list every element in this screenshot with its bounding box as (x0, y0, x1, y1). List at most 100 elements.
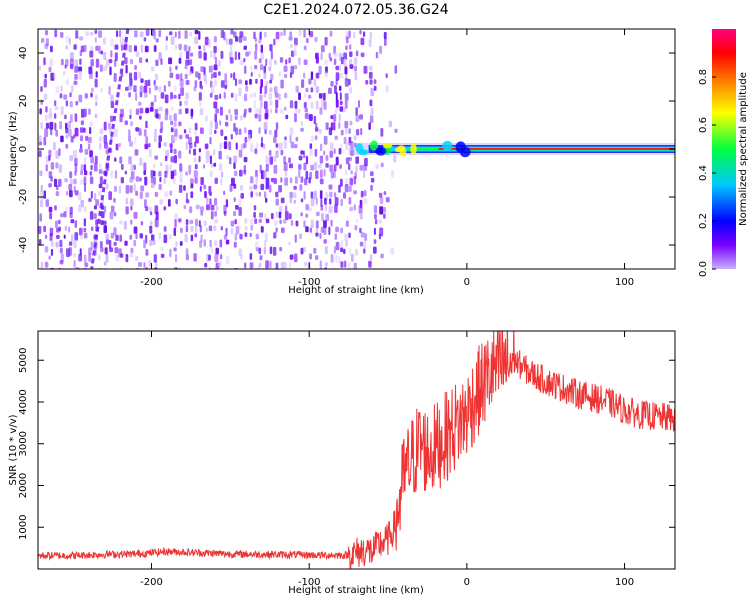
noise-speckle (294, 113, 297, 123)
noise-speckle (355, 218, 359, 223)
noise-speckle (339, 100, 343, 106)
noise-speckle (250, 176, 254, 184)
noise-speckle (159, 128, 163, 134)
noise-speckle (199, 225, 202, 233)
noise-speckle (193, 170, 198, 178)
noise-speckle (173, 136, 178, 141)
noise-speckle (233, 31, 237, 38)
noise-speckle (263, 93, 267, 98)
noise-speckle (349, 59, 353, 65)
noise-speckle (218, 71, 221, 76)
noise-speckle (135, 51, 140, 57)
noise-speckle (315, 255, 319, 260)
noise-speckle (350, 170, 353, 175)
noise-speckle (143, 262, 146, 268)
noise-speckle (313, 78, 317, 87)
noise-speckle (244, 65, 247, 74)
noise-speckle (270, 177, 275, 183)
noise-speckle (113, 212, 117, 217)
noise-speckle (38, 239, 42, 246)
noise-speckle (98, 169, 103, 174)
noise-speckle (79, 227, 83, 236)
noise-speckle (118, 185, 122, 194)
noise-speckle (328, 87, 332, 94)
noise-speckle (164, 94, 169, 104)
noise-speckle (304, 261, 308, 267)
noise-speckle (108, 86, 111, 95)
noise-speckle (78, 204, 82, 213)
noise-speckle (375, 164, 379, 170)
noise-speckle (60, 106, 64, 115)
noise-speckle (363, 198, 368, 205)
noise-speckle (74, 157, 78, 166)
noise-speckle (79, 248, 82, 256)
noise-speckle (185, 192, 188, 201)
noise-speckle (338, 148, 342, 155)
noise-speckle (234, 115, 238, 120)
noise-speckle (283, 162, 288, 172)
noise-speckle (84, 183, 86, 192)
noise-speckle (139, 233, 144, 239)
noise-speckle (45, 30, 48, 36)
noise-speckle (200, 66, 204, 73)
noise-speckle (148, 260, 152, 268)
noise-speckle (223, 190, 226, 195)
noise-speckle (143, 92, 148, 98)
noise-speckle (255, 176, 258, 185)
spectrogram-y-ticks: -40 -20 0 20 40 (18, 47, 675, 253)
noise-speckle (213, 148, 216, 156)
carrier-blob (369, 140, 379, 151)
noise-speckle (185, 141, 188, 150)
noise-speckle (104, 247, 108, 255)
noise-speckle (54, 113, 57, 119)
noise-speckle (198, 155, 201, 163)
noise-speckle (55, 150, 59, 159)
noise-speckle (185, 199, 190, 204)
noise-speckle (58, 164, 62, 173)
noise-speckle (338, 255, 341, 264)
noise-speckle (130, 219, 133, 225)
noise-speckle (348, 78, 351, 86)
noise-speckle (109, 247, 114, 253)
noise-speckle (169, 72, 174, 79)
noise-speckle (90, 164, 93, 171)
noise-speckle (315, 232, 319, 237)
colorbar-label: Normalized spectral amplitude (738, 72, 749, 226)
noise-speckle (220, 171, 224, 178)
snr-x-ticks: -200 -100 0 100 (140, 331, 634, 588)
noise-speckle (138, 71, 141, 79)
noise-speckle (259, 212, 264, 218)
noise-speckle (50, 127, 53, 136)
noise-speckle (173, 247, 177, 252)
noise-speckle (290, 141, 295, 149)
noise-speckle (210, 73, 214, 79)
noise-speckle (255, 78, 258, 84)
noise-speckle (78, 71, 82, 80)
noise-speckle (218, 150, 222, 160)
noise-speckle (204, 80, 208, 85)
noise-speckle (93, 213, 97, 219)
noise-speckle (323, 135, 328, 145)
noise-speckle (48, 66, 52, 73)
noise-speckle (144, 176, 148, 186)
noise-speckle (258, 267, 261, 269)
noise-speckle (94, 155, 98, 165)
noise-speckle (219, 106, 223, 116)
noise-speckle (348, 185, 352, 193)
noise-speckle (303, 246, 306, 253)
noise-speckle (265, 80, 269, 86)
noise-speckle (289, 191, 293, 199)
noise-speckle (78, 192, 82, 201)
noise-speckle (369, 115, 374, 123)
noise-speckle (340, 198, 343, 207)
noise-speckle (169, 190, 173, 196)
noise-speckle (278, 142, 283, 150)
noise-speckle (100, 50, 104, 55)
noise-speckle (210, 163, 214, 169)
noise-speckle (340, 247, 344, 253)
noise-speckle (145, 206, 149, 212)
noise-speckle (175, 254, 178, 263)
noise-speckle (303, 72, 306, 79)
noise-speckle (98, 30, 102, 38)
noise-speckle (128, 92, 131, 98)
